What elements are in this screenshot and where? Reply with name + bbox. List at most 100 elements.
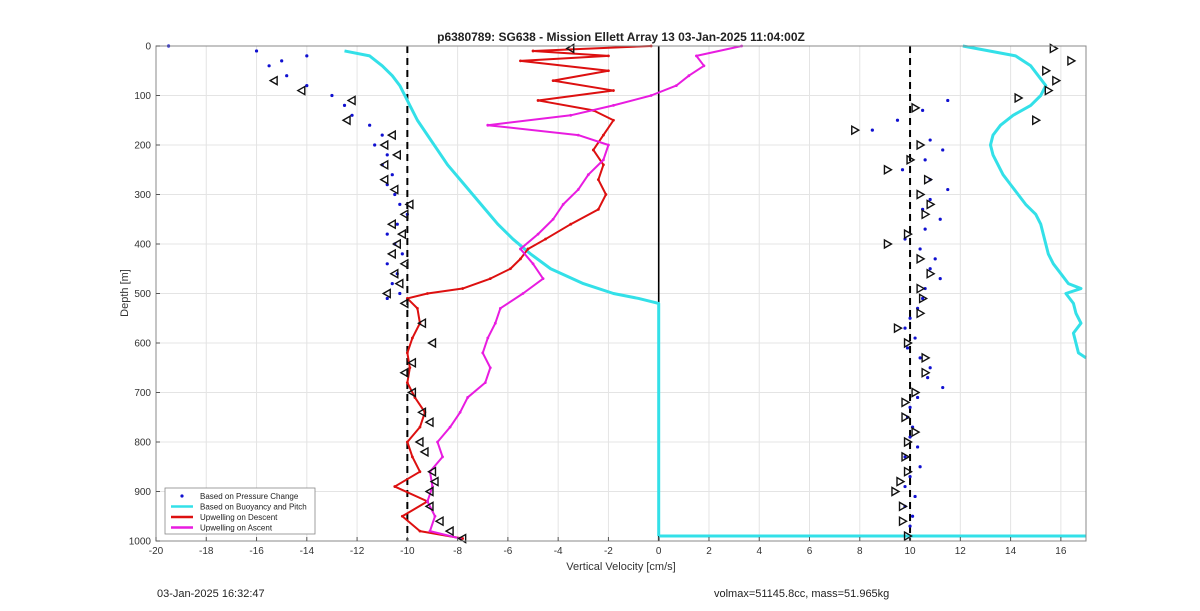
- triangle-marker: [404, 199, 414, 210]
- data-point: [393, 485, 397, 488]
- triangle-marker: [391, 149, 401, 161]
- x-tick-label: 4: [756, 546, 762, 557]
- data-point: [267, 64, 271, 68]
- data-point: [398, 202, 402, 206]
- triangle-marker: [417, 407, 427, 418]
- triangle-marker: [883, 238, 893, 250]
- data-point: [398, 291, 402, 296]
- triangle-marker: [903, 228, 913, 240]
- triangle-marker: [903, 436, 913, 448]
- data-point: [928, 267, 932, 271]
- legend: Based on Pressure Change Based on Buoyanc…: [164, 487, 316, 535]
- triangle-marker: [389, 184, 399, 195]
- data-point: [928, 138, 932, 142]
- y-tick-label: 200: [134, 141, 151, 152]
- data-point: [551, 79, 555, 83]
- triangle-marker: [389, 268, 399, 279]
- y-axis: 0 100 200 300 400 500 600 700 800 900 1000: [129, 42, 160, 548]
- y-axis-label: Depth [m]: [119, 269, 131, 317]
- data-point: [915, 445, 920, 449]
- data-point: [305, 54, 309, 58]
- data-point: [395, 222, 399, 226]
- data-point: [938, 217, 942, 221]
- triangle-marker: [399, 258, 409, 270]
- data-point: [426, 500, 429, 503]
- data-point: [418, 425, 422, 429]
- data-point: [607, 69, 610, 73]
- triangle-marker: [424, 416, 434, 428]
- triangle-marker: [346, 95, 356, 106]
- data-point: [488, 366, 492, 370]
- y-tick-label: 800: [134, 438, 151, 449]
- data-point: [428, 529, 432, 533]
- triangle-marker: [429, 476, 439, 487]
- triangle-marker: [921, 367, 931, 378]
- data-point: [596, 207, 600, 211]
- y-tick-label: 300: [134, 190, 151, 201]
- data-point: [607, 143, 610, 147]
- x-tick-label: -4: [554, 546, 563, 557]
- y-tick-label: 700: [134, 388, 151, 399]
- x-tick-label: 10: [904, 546, 916, 557]
- triangle-marker: [1044, 85, 1054, 96]
- data-point: [400, 252, 404, 256]
- series-line: [393, 45, 652, 540]
- x-tick-label: -6: [503, 546, 512, 557]
- triangle-marker: [406, 387, 417, 398]
- data-point: [702, 64, 706, 68]
- data-point: [602, 158, 605, 162]
- data-point: [913, 336, 917, 340]
- data-point: [576, 188, 580, 191]
- data-point: [561, 203, 565, 206]
- data-point: [481, 351, 485, 355]
- triangle-marker: [268, 75, 278, 86]
- triangle-marker: [916, 189, 926, 200]
- triangle-marker: [341, 115, 351, 126]
- x-tick-label: -16: [249, 546, 264, 557]
- data-point: [280, 59, 284, 63]
- data-point: [918, 465, 922, 469]
- data-point: [946, 98, 950, 103]
- y-tick-label: 400: [134, 240, 151, 251]
- data-point: [488, 277, 492, 281]
- triangle-marker: [901, 412, 911, 423]
- triangle-marker: [379, 174, 389, 185]
- data-point: [602, 163, 605, 167]
- x-tick-label: 12: [955, 546, 967, 557]
- data-point: [410, 336, 414, 340]
- data-point: [483, 381, 487, 384]
- data-point: [870, 128, 874, 132]
- x-tick-label: 14: [1005, 546, 1017, 557]
- data-point: [921, 108, 925, 112]
- data-point: [410, 455, 414, 459]
- triangle-marker: [381, 288, 391, 299]
- triangle-marker: [419, 446, 429, 458]
- data-point: [544, 237, 547, 241]
- data-point: [436, 440, 439, 444]
- triangle-marker: [898, 515, 908, 527]
- data-point: [928, 366, 932, 370]
- y-tick-label: 1000: [129, 537, 152, 548]
- triangle-marker: [427, 337, 437, 349]
- triangle-marker: [399, 209, 409, 220]
- triangle-marker: [923, 174, 934, 185]
- data-point: [305, 84, 309, 88]
- data-point: [918, 356, 922, 360]
- triangle-marker: [911, 387, 921, 398]
- triangle-marker: [427, 466, 437, 477]
- y-tick-label: 900: [134, 487, 151, 498]
- data-point: [649, 94, 653, 97]
- triangle-marker: [396, 228, 407, 240]
- x-axis-label: Vertical Velocity [cm/s]: [566, 561, 675, 573]
- data-point: [569, 113, 573, 117]
- data-point: [923, 158, 927, 162]
- data-point: [498, 306, 502, 310]
- data-point: [905, 346, 910, 350]
- x-tick-label: -18: [199, 546, 214, 557]
- x-tick-label: 16: [1055, 546, 1067, 557]
- data-point: [385, 153, 389, 157]
- triangle-marker: [444, 525, 454, 537]
- triangle-marker: [901, 451, 911, 463]
- data-point: [946, 187, 950, 192]
- triangle-marker: [911, 426, 921, 438]
